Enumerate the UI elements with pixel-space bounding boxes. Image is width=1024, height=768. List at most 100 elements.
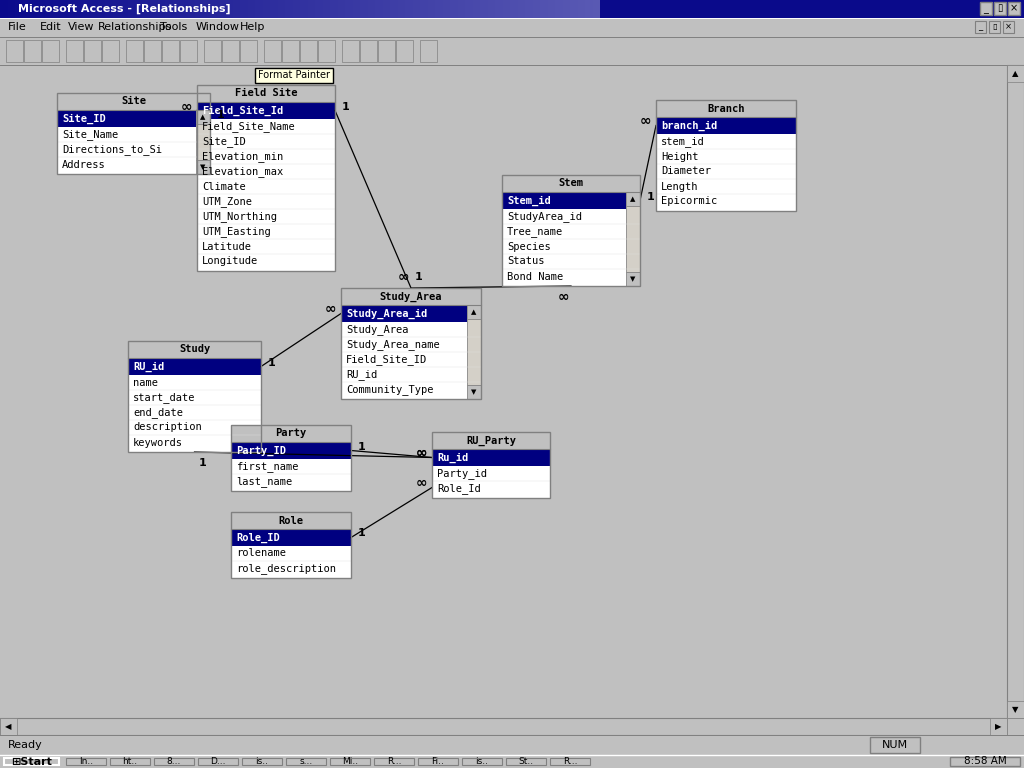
FancyBboxPatch shape: [0, 755, 1024, 768]
Text: ×: ×: [1010, 4, 1018, 14]
FancyBboxPatch shape: [128, 341, 261, 452]
FancyBboxPatch shape: [342, 40, 359, 62]
Text: ▯: ▯: [997, 4, 1002, 14]
FancyBboxPatch shape: [231, 425, 351, 491]
Text: ∞: ∞: [325, 303, 336, 316]
FancyBboxPatch shape: [502, 175, 640, 286]
FancyBboxPatch shape: [360, 40, 377, 62]
FancyBboxPatch shape: [102, 40, 119, 62]
Text: Site: Site: [121, 97, 146, 107]
Text: Study_Area: Study_Area: [346, 324, 409, 335]
FancyBboxPatch shape: [222, 40, 239, 62]
FancyBboxPatch shape: [144, 40, 161, 62]
FancyBboxPatch shape: [502, 175, 640, 192]
Text: Species: Species: [507, 241, 551, 251]
Text: R...: R...: [387, 757, 401, 766]
Text: Longitude: Longitude: [202, 257, 258, 266]
Text: 1: 1: [217, 110, 225, 120]
Text: rolename: rolename: [236, 548, 286, 558]
Text: ▼: ▼: [1013, 705, 1019, 714]
FancyBboxPatch shape: [870, 737, 920, 753]
Text: ∞: ∞: [416, 446, 427, 461]
FancyBboxPatch shape: [626, 192, 640, 206]
Text: Field_Site_Id: Field_Site_Id: [202, 105, 284, 116]
FancyBboxPatch shape: [502, 192, 640, 209]
FancyBboxPatch shape: [341, 288, 481, 305]
Text: Relationships: Relationships: [98, 22, 172, 32]
Text: first_name: first_name: [236, 461, 299, 472]
FancyBboxPatch shape: [66, 40, 83, 62]
FancyBboxPatch shape: [626, 206, 640, 272]
Text: ht..: ht..: [123, 757, 137, 766]
Text: branch_id: branch_id: [662, 121, 717, 131]
Text: keywords: keywords: [133, 438, 183, 448]
FancyBboxPatch shape: [420, 40, 437, 62]
Text: Party: Party: [275, 429, 306, 439]
Text: Study_Area: Study_Area: [380, 291, 442, 302]
FancyBboxPatch shape: [506, 758, 546, 765]
Text: ∞: ∞: [416, 446, 427, 461]
Text: Field_Site_ID: Field_Site_ID: [346, 354, 427, 365]
FancyBboxPatch shape: [318, 40, 335, 62]
Text: 1: 1: [199, 458, 207, 468]
Text: 1: 1: [647, 191, 655, 201]
FancyBboxPatch shape: [240, 40, 257, 62]
Text: Address: Address: [62, 160, 105, 170]
FancyBboxPatch shape: [990, 718, 1007, 735]
Text: Format Painter: Format Painter: [258, 71, 330, 81]
Text: Bond Name: Bond Name: [507, 272, 563, 282]
Text: ▼: ▼: [471, 389, 477, 395]
FancyBboxPatch shape: [656, 100, 796, 211]
FancyBboxPatch shape: [462, 758, 502, 765]
FancyBboxPatch shape: [66, 758, 106, 765]
Text: Role_Id: Role_Id: [437, 483, 480, 494]
Text: ∞: ∞: [639, 114, 650, 128]
Text: Diameter: Diameter: [662, 167, 711, 177]
FancyBboxPatch shape: [432, 432, 550, 498]
FancyBboxPatch shape: [154, 758, 194, 765]
FancyBboxPatch shape: [84, 40, 101, 62]
FancyBboxPatch shape: [467, 305, 481, 399]
FancyBboxPatch shape: [330, 758, 370, 765]
Text: 8:58 AM: 8:58 AM: [964, 756, 1007, 766]
FancyBboxPatch shape: [231, 442, 351, 459]
Text: ⊞Start: ⊞Start: [11, 756, 52, 766]
FancyBboxPatch shape: [0, 0, 1024, 18]
Text: Role_ID: Role_ID: [236, 532, 280, 543]
Text: Directions_to_Si: Directions_to_Si: [62, 144, 162, 155]
FancyBboxPatch shape: [24, 40, 41, 62]
Text: Epicormic: Epicormic: [662, 197, 717, 207]
FancyBboxPatch shape: [1007, 718, 1024, 735]
FancyBboxPatch shape: [396, 40, 413, 62]
FancyBboxPatch shape: [550, 758, 590, 765]
Text: Tree_name: Tree_name: [507, 226, 563, 237]
FancyBboxPatch shape: [994, 2, 1006, 15]
FancyBboxPatch shape: [467, 385, 481, 399]
Text: Site_ID: Site_ID: [62, 114, 105, 124]
FancyBboxPatch shape: [6, 40, 23, 62]
Text: ∞: ∞: [416, 476, 427, 491]
Text: Edit: Edit: [40, 22, 61, 32]
FancyBboxPatch shape: [341, 305, 481, 322]
Text: R...: R...: [563, 757, 578, 766]
FancyBboxPatch shape: [128, 341, 261, 358]
Text: ∞: ∞: [180, 100, 191, 114]
FancyBboxPatch shape: [950, 757, 1020, 766]
Text: D...: D...: [210, 757, 225, 766]
Text: UTM_Northing: UTM_Northing: [202, 211, 278, 222]
Text: Status: Status: [507, 257, 545, 266]
Text: ▶: ▶: [995, 722, 1001, 731]
FancyBboxPatch shape: [1007, 701, 1024, 718]
FancyBboxPatch shape: [162, 40, 179, 62]
FancyBboxPatch shape: [300, 40, 317, 62]
Text: Help: Help: [240, 22, 265, 32]
Text: Study_Area_name: Study_Area_name: [346, 339, 439, 350]
FancyBboxPatch shape: [1002, 21, 1014, 33]
FancyBboxPatch shape: [467, 319, 481, 385]
Text: Field_Site_Name: Field_Site_Name: [202, 121, 296, 132]
Text: 8...: 8...: [167, 757, 181, 766]
Text: UTM_Easting: UTM_Easting: [202, 226, 270, 237]
Text: name: name: [133, 378, 158, 388]
FancyBboxPatch shape: [432, 432, 550, 449]
Text: stem_id: stem_id: [662, 136, 705, 147]
